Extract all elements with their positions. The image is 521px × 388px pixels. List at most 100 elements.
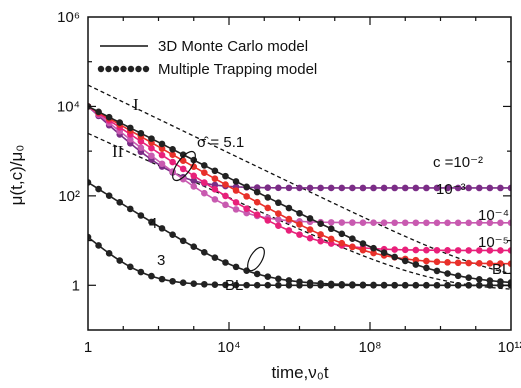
- series-point: [275, 281, 282, 289]
- series-point: [127, 263, 134, 271]
- series-point: [380, 249, 388, 256]
- series-point: [243, 183, 250, 191]
- legend-dot: [112, 65, 120, 73]
- series-point: [433, 246, 441, 254]
- series-point: [275, 222, 282, 229]
- legend: 3D Monte Carlo model Multiple Trapping m…: [97, 38, 317, 78]
- series-point: [465, 259, 473, 267]
- series-point: [148, 144, 155, 152]
- series-point: [95, 108, 102, 116]
- series-point: [433, 258, 441, 266]
- series-point: [127, 205, 134, 213]
- series-point: [211, 175, 219, 182]
- series-point: [253, 211, 261, 218]
- series-point: [211, 254, 219, 261]
- series-point: [349, 235, 356, 243]
- y-tick-label: 10²: [58, 188, 80, 205]
- series-point: [127, 136, 134, 143]
- series-point: [338, 230, 346, 238]
- series-point: [391, 219, 398, 227]
- series-point: [148, 135, 155, 142]
- series-point: [137, 144, 145, 151]
- series-point: [179, 157, 187, 164]
- series-point: [433, 281, 441, 289]
- legend-dot: [135, 65, 142, 73]
- series-point: [116, 257, 124, 264]
- series-3: [88, 103, 511, 267]
- series-point: [486, 277, 494, 284]
- legend-label-monte-carlo: 3D Monte Carlo model: [158, 38, 308, 55]
- series-point: [507, 184, 511, 192]
- series-point: [148, 152, 155, 160]
- series-point: [338, 281, 346, 289]
- label-bl-right: BL: [492, 261, 510, 278]
- series-point: [232, 263, 240, 271]
- series-point: [454, 184, 462, 192]
- series-point: [285, 227, 293, 234]
- series-point: [454, 259, 462, 267]
- series-point: [253, 270, 261, 278]
- series-point: [370, 281, 377, 289]
- series-point: [211, 196, 219, 203]
- series-point: [359, 246, 367, 254]
- series-point: [327, 240, 335, 247]
- series-point: [306, 234, 314, 242]
- series-point: [423, 184, 430, 192]
- series-point: [349, 219, 356, 226]
- series-point: [264, 273, 272, 280]
- series-point: [179, 151, 187, 158]
- series-point: [158, 145, 166, 152]
- series-point: [475, 260, 483, 267]
- series-point: [201, 169, 208, 176]
- series-point: [275, 199, 282, 207]
- series-point: [285, 215, 293, 223]
- series-point: [423, 219, 430, 227]
- series-point: [296, 221, 303, 228]
- series-6: [88, 233, 511, 289]
- series-point: [444, 247, 451, 254]
- series-point: [116, 199, 124, 206]
- series-point: [412, 184, 420, 192]
- series-point: [190, 280, 198, 287]
- series-point: [306, 184, 314, 192]
- series-point: [370, 249, 377, 257]
- label-curve-4: 4: [149, 215, 157, 232]
- series-point: [423, 264, 430, 272]
- series-point: [137, 129, 145, 137]
- series-point: [475, 275, 483, 283]
- series-point: [454, 247, 462, 254]
- series-point: [179, 165, 187, 173]
- series-point: [222, 181, 229, 188]
- series-point: [201, 189, 208, 197]
- series-point: [327, 219, 335, 226]
- series-point: [232, 206, 240, 213]
- series-point: [444, 270, 451, 277]
- axis-ticks: [88, 17, 511, 330]
- series-point: [412, 246, 420, 254]
- series-point: [285, 277, 293, 284]
- series-point: [296, 281, 303, 289]
- series-point: [370, 244, 377, 252]
- series-point: [179, 175, 187, 183]
- series-point: [391, 184, 398, 192]
- series-point: [296, 209, 303, 217]
- legend-dots: [97, 65, 150, 73]
- x-axis-title: time,ν₀t: [271, 363, 328, 382]
- series-point: [169, 151, 176, 158]
- series-point: [444, 281, 451, 289]
- series-point: [465, 184, 473, 192]
- series-point: [475, 281, 483, 289]
- series-point: [380, 281, 388, 289]
- series-point: [296, 231, 303, 238]
- y-tick-label: 10⁴: [57, 98, 80, 115]
- series-point: [359, 281, 367, 289]
- dashed-bound-II: [88, 132, 511, 290]
- legend-dot: [97, 65, 105, 73]
- series-point: [264, 184, 272, 192]
- series-point: [497, 260, 504, 267]
- series-point: [253, 188, 261, 196]
- series-point: [148, 272, 155, 280]
- series-point: [391, 281, 398, 289]
- series-point: [158, 225, 166, 232]
- series-point: [158, 160, 166, 168]
